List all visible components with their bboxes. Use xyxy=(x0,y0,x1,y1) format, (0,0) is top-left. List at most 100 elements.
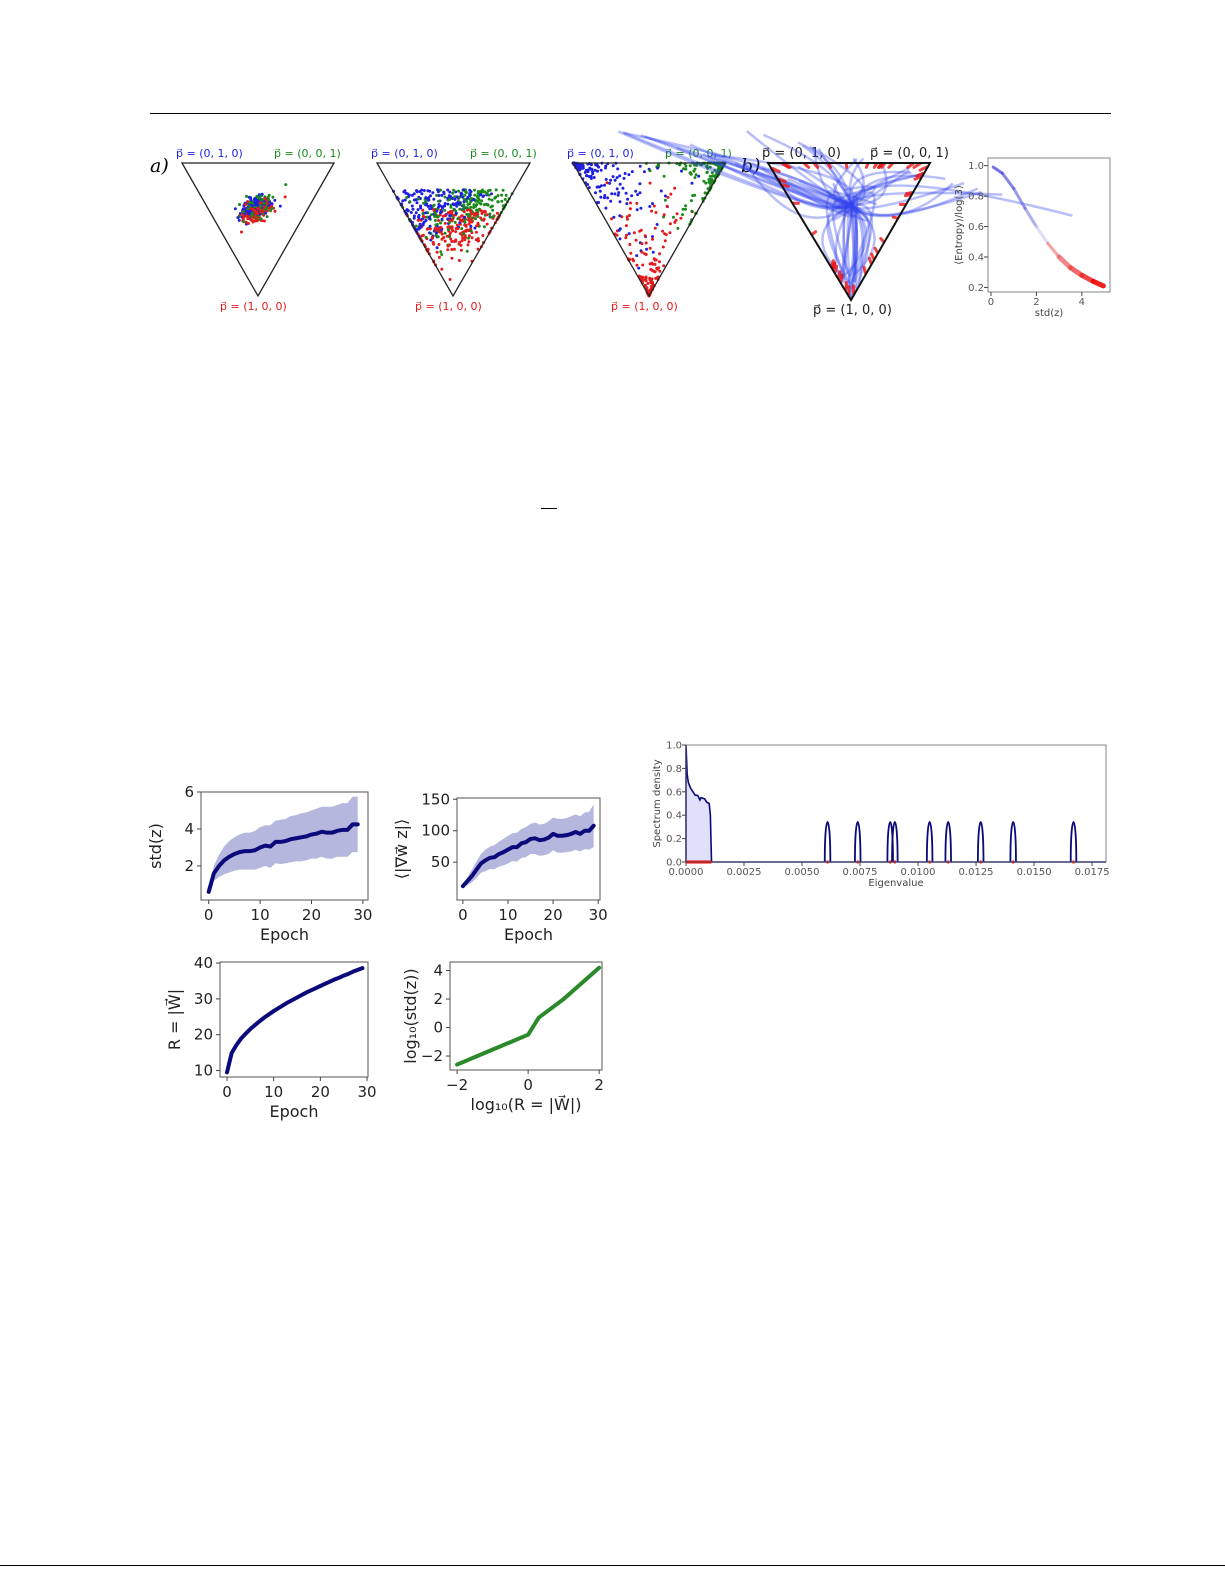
data-point xyxy=(460,227,464,231)
data-point xyxy=(628,207,632,211)
data-point xyxy=(469,229,473,233)
data-point xyxy=(653,262,657,266)
axes-frame xyxy=(200,791,369,901)
outlier-peak xyxy=(977,821,985,863)
y-tick-label: 0.8 xyxy=(666,764,682,775)
data-point xyxy=(414,211,418,215)
data-point xyxy=(424,211,428,215)
data-point xyxy=(264,207,268,211)
data-point xyxy=(489,215,493,219)
y-tick-label: 150 xyxy=(421,790,450,808)
data-point xyxy=(254,200,258,204)
x-axis-label: std(z) xyxy=(1035,308,1064,319)
data-point xyxy=(421,233,425,237)
data-point xyxy=(459,248,463,252)
data-point xyxy=(651,237,654,241)
data-point xyxy=(442,192,446,195)
data-point xyxy=(464,229,468,233)
flow-endpoint xyxy=(873,246,879,254)
entropy-curve-segment xyxy=(1023,206,1038,229)
y-axis-label: ⟨|∇w⃗ z|⟩ xyxy=(392,819,411,880)
vertex-label-top-left: p⃗ = (0, 1, 0) xyxy=(567,147,634,160)
data-point xyxy=(677,163,681,167)
data-point xyxy=(477,239,480,243)
data-point xyxy=(661,229,665,233)
data-point xyxy=(605,181,609,185)
y-tick-label: 4 xyxy=(433,962,443,980)
data-point xyxy=(624,236,628,240)
simplex-panel-1: p⃗ = (0, 1, 0) p⃗ = (0, 0, 1) p⃗ = (1, 0, … xyxy=(176,147,341,313)
data-point xyxy=(487,197,491,201)
data-point xyxy=(462,197,466,201)
data-point xyxy=(679,216,683,220)
data-point xyxy=(648,205,652,208)
data-point xyxy=(283,195,287,199)
data-point xyxy=(473,193,477,197)
data-point xyxy=(469,224,473,228)
data-point xyxy=(487,193,491,197)
data-point xyxy=(440,253,444,256)
data-point xyxy=(650,277,654,281)
x-tick-label: 0.0025 xyxy=(727,867,762,878)
data-point xyxy=(454,211,458,215)
data-point xyxy=(457,259,461,262)
data-point xyxy=(490,192,493,196)
data-point xyxy=(446,248,450,252)
data-point xyxy=(251,212,255,216)
mean-line xyxy=(460,823,596,889)
outlier-peak xyxy=(854,821,862,863)
data-point xyxy=(246,200,250,203)
data-point xyxy=(621,186,625,190)
data-point xyxy=(586,170,590,174)
data-point xyxy=(412,214,416,218)
data-point xyxy=(464,223,468,227)
y-tick-label: 0.6 xyxy=(968,222,984,233)
chart-entropy: 0 2 4 0.2 0.4 0.6 0.8 1.0 std(z) ⟨Entropy⟩/log(3) xyxy=(954,157,1111,319)
data-point xyxy=(240,230,243,234)
data-point xyxy=(609,178,613,182)
data-point xyxy=(629,251,633,255)
data-point xyxy=(254,211,258,215)
simplex-panel-3: p⃗ = (0, 1, 0) p⃗ = (0, 0, 1) p⃗ = (1, 0, … xyxy=(567,147,732,313)
data-point xyxy=(454,227,458,230)
flow-line xyxy=(846,204,853,300)
data-point xyxy=(646,281,650,285)
data-point xyxy=(463,220,467,224)
flow-line xyxy=(734,161,853,210)
flow-line xyxy=(850,203,858,289)
flow-line xyxy=(832,182,853,216)
data-point xyxy=(693,176,697,180)
data-point xyxy=(651,250,655,254)
x-axis-label: Epoch xyxy=(260,925,309,944)
flow-line xyxy=(809,145,866,207)
data-point xyxy=(434,223,438,227)
data-point xyxy=(603,183,606,187)
data-point xyxy=(656,166,660,170)
data-point xyxy=(454,230,458,234)
data-point xyxy=(483,209,487,213)
data-point xyxy=(433,219,437,222)
axes-frame xyxy=(456,797,601,901)
data-point xyxy=(494,188,498,192)
data-point xyxy=(464,236,467,240)
flow-line xyxy=(850,203,876,276)
data-point xyxy=(448,190,452,194)
data-point xyxy=(474,230,478,234)
data-point xyxy=(613,192,617,196)
data-point xyxy=(466,243,470,247)
data-point xyxy=(250,207,254,211)
data-point xyxy=(241,210,245,214)
flow-line xyxy=(849,204,859,293)
data-point xyxy=(618,200,622,204)
data-point xyxy=(469,190,473,194)
data-point xyxy=(244,220,248,224)
data-point xyxy=(440,237,444,241)
data-point xyxy=(238,212,242,215)
data-point xyxy=(405,196,409,199)
data-point xyxy=(453,220,457,224)
data-point xyxy=(611,175,615,179)
data-point xyxy=(425,202,429,206)
data-point xyxy=(661,245,665,249)
simplex-triangle xyxy=(180,162,336,298)
data-point xyxy=(466,196,470,199)
